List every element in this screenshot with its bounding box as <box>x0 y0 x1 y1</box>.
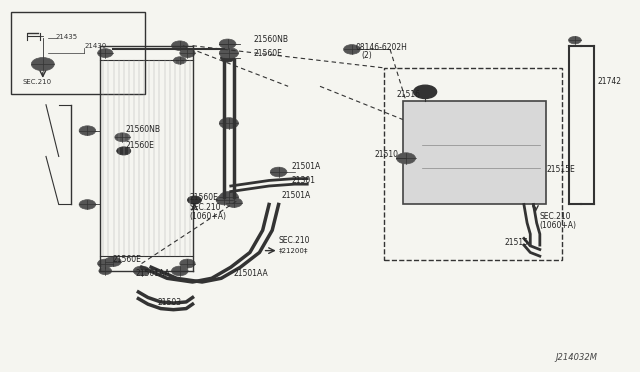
Text: 21742: 21742 <box>597 77 621 86</box>
Text: 21301: 21301 <box>291 176 316 185</box>
Text: 21560E: 21560E <box>189 193 218 202</box>
Circle shape <box>224 56 231 60</box>
Circle shape <box>226 198 243 208</box>
Text: 21560E: 21560E <box>253 49 282 58</box>
Text: 21515E: 21515E <box>546 165 575 174</box>
Text: 21516: 21516 <box>396 90 420 99</box>
Circle shape <box>270 167 287 177</box>
Text: 21560NB: 21560NB <box>253 35 288 44</box>
Circle shape <box>220 39 236 49</box>
Circle shape <box>191 198 198 202</box>
Circle shape <box>116 147 131 155</box>
Text: 21501AA: 21501AA <box>234 269 269 279</box>
Circle shape <box>173 57 186 64</box>
Text: 21503: 21503 <box>157 298 182 307</box>
Bar <box>11 13 145 94</box>
Circle shape <box>220 118 239 129</box>
Text: 21501A: 21501A <box>282 191 311 200</box>
Circle shape <box>104 257 121 266</box>
Text: 21435: 21435 <box>56 34 77 40</box>
Text: 21501A: 21501A <box>291 163 321 171</box>
Circle shape <box>79 126 96 135</box>
Circle shape <box>98 259 113 268</box>
Circle shape <box>413 85 436 99</box>
Text: 21515: 21515 <box>505 238 529 247</box>
Text: (2): (2) <box>362 51 372 60</box>
Circle shape <box>79 200 96 209</box>
Text: 08146-6202H: 08146-6202H <box>355 43 407 52</box>
Circle shape <box>568 36 581 44</box>
Bar <box>384 68 562 260</box>
Circle shape <box>188 196 202 204</box>
Text: (1060+A): (1060+A) <box>189 212 227 221</box>
Text: SEC.210: SEC.210 <box>540 212 572 221</box>
Text: ‡21200‡: ‡21200‡ <box>278 247 308 253</box>
Circle shape <box>99 267 111 275</box>
Circle shape <box>396 153 415 164</box>
Circle shape <box>216 195 233 205</box>
Circle shape <box>180 49 195 58</box>
Text: 21560NB: 21560NB <box>125 125 161 134</box>
Circle shape <box>172 41 188 51</box>
Circle shape <box>120 149 127 153</box>
Text: SEC.210: SEC.210 <box>278 236 310 245</box>
Bar <box>403 101 546 205</box>
Text: (1060+A): (1060+A) <box>540 221 577 231</box>
Circle shape <box>180 259 195 268</box>
Circle shape <box>133 266 150 276</box>
Text: SEC.210: SEC.210 <box>189 203 221 212</box>
Circle shape <box>220 48 239 59</box>
Circle shape <box>172 266 188 276</box>
Text: 21560E: 21560E <box>125 141 154 150</box>
Circle shape <box>344 45 360 54</box>
Circle shape <box>221 54 235 62</box>
Text: 21501AA: 21501AA <box>135 269 170 279</box>
Text: 21430: 21430 <box>84 42 106 48</box>
Text: 21560E: 21560E <box>113 255 142 264</box>
Circle shape <box>220 192 239 203</box>
Circle shape <box>115 133 130 142</box>
Text: SEC.210: SEC.210 <box>22 80 52 86</box>
Circle shape <box>31 58 54 71</box>
Text: J214032M: J214032M <box>555 353 597 362</box>
Circle shape <box>98 49 113 58</box>
Text: 21510: 21510 <box>374 150 398 159</box>
